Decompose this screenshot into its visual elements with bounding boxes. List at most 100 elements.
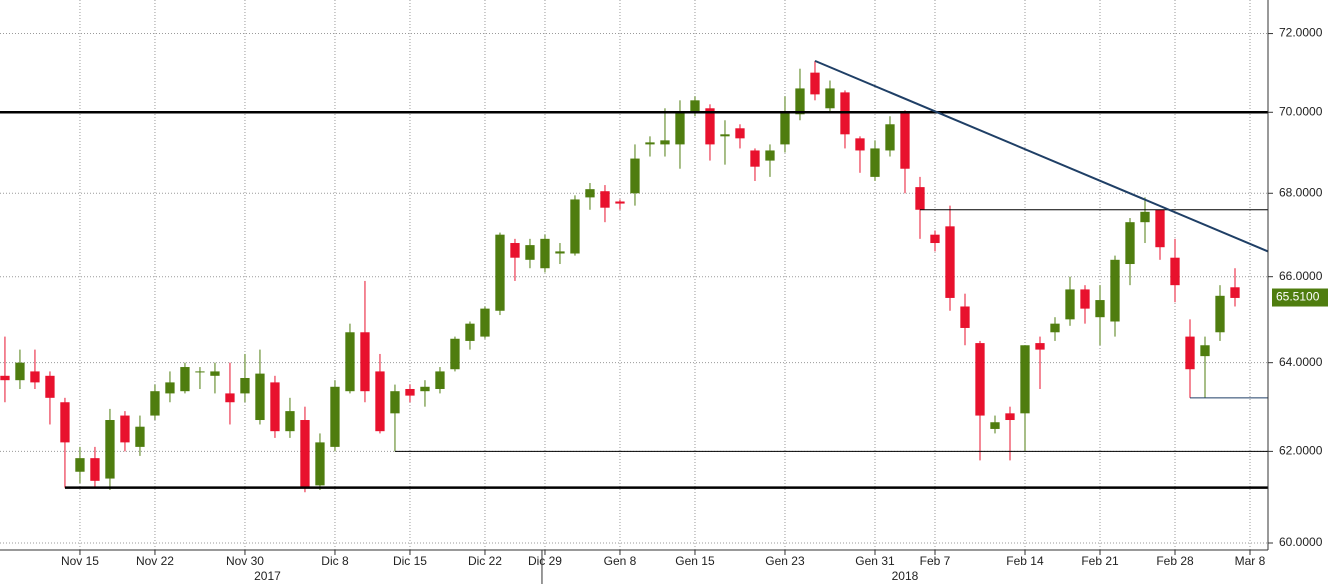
candle-body [15,362,25,381]
candle-body [765,150,775,161]
candle-body [1140,211,1150,223]
candle-body [240,377,250,394]
candle-body [630,158,640,194]
candle-body [750,150,760,167]
candle-body [300,420,310,488]
candle-body [255,373,265,421]
candle-body [915,187,925,210]
x-tick-label: Gen 23 [765,554,805,568]
candle-body [525,245,535,260]
candle-body [315,442,325,486]
candle-body [1110,259,1120,322]
y-tick-label: 70.0000 [1279,104,1323,118]
candle-body [1125,222,1135,265]
candle-body [645,142,655,145]
candle-body [180,367,190,392]
y-tick-label: 72.0000 [1279,26,1323,40]
plot-area [0,59,1269,493]
x-tick-label: Dic 29 [528,554,562,568]
y-tick-label: 62.0000 [1279,444,1323,458]
candle-body [1080,289,1090,309]
year-label: 2017 [254,569,281,583]
y-tick-label: 60.0000 [1279,535,1323,549]
candle-body [900,112,910,169]
candle-body [1095,300,1105,318]
candle-body [855,138,865,151]
candle-body [375,371,385,432]
candle-body [1035,343,1045,350]
annotation-line [814,59,1269,253]
x-tick-label: Feb 28 [1156,554,1194,568]
candle-body [135,426,145,447]
x-tick-label: Nov 15 [61,554,99,568]
candle-body [615,201,625,204]
candle-body [1155,209,1165,248]
candle-body [105,420,115,479]
candle-body [1170,257,1180,286]
candle-body [810,72,820,95]
candle-body [555,251,565,254]
candle-body [600,191,610,208]
candle-body [930,234,940,244]
candle-body [960,306,970,328]
candle-body [210,371,220,376]
candle-body [195,371,205,373]
candle-body [690,100,700,113]
candle-body [1200,345,1210,357]
candle-body [285,411,295,432]
axis-labels: 60.0000 62.0000 64.0000 66.0000 68.0000 70.00… [61,26,1328,584]
candle-body [435,371,445,389]
candle-body [510,243,520,258]
candle-body [165,382,175,394]
candle-body [735,128,745,139]
y-tick-label: 64.0000 [1279,355,1323,369]
candle-body [480,308,490,337]
candle-body [270,382,280,432]
candle-body [45,375,55,398]
y-tick-label: 66.0000 [1279,269,1323,283]
x-tick-label: Dic 22 [468,554,502,568]
candle-body [390,391,400,414]
candle-body [1050,323,1060,333]
candle-body [420,386,430,392]
candle-body [1215,295,1225,333]
candle-body [945,226,955,298]
candle-body [1005,413,1015,421]
candle-body [660,140,670,145]
candle-body [990,422,1000,429]
candle-body [450,338,460,370]
x-tick-label: Dic 15 [393,554,427,568]
candle-body [75,458,85,472]
year-label: 2018 [892,569,919,583]
x-tick-label: Gen 31 [855,554,895,568]
candle-body [570,199,580,254]
candle-body [720,134,730,137]
x-tick-label: Nov 30 [226,554,264,568]
candle-body [90,458,100,481]
candle-body [30,371,40,383]
candle-body [780,112,790,145]
candle-body [405,388,415,396]
candle-body [330,386,340,447]
candle-body [465,323,475,341]
x-tick-label: Gen 8 [604,554,637,568]
last-price-label: 65.5100 [1276,290,1320,304]
candle-body [675,112,685,145]
candle-body [795,88,805,115]
candle-body [120,415,130,443]
x-tick-label: Feb 7 [920,554,951,568]
x-tick-label: Feb 14 [1006,554,1044,568]
candle-body [1065,289,1075,320]
candle-body [705,108,715,145]
x-tick-label: Dic 8 [321,554,349,568]
candle-body [975,343,985,416]
y-tick-label: 68.0000 [1279,185,1323,199]
candle-body [540,238,550,269]
candle-body [1230,287,1240,298]
x-tick-label: Feb 21 [1081,554,1119,568]
candle-body [150,391,160,416]
candle-body [885,124,895,151]
candle-body [225,393,235,403]
